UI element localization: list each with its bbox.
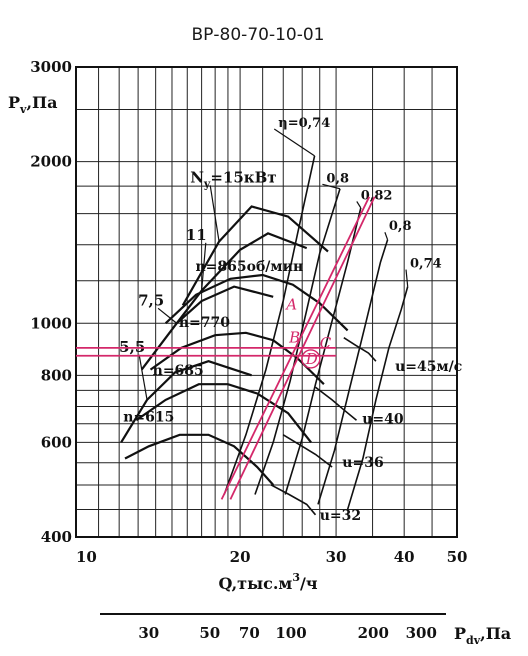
efficiency-label: η=0,74	[278, 116, 330, 131]
point-label-a: A	[284, 296, 297, 314]
y-tick-labels: 400 600 800 1000 2000 3000	[30, 58, 72, 546]
efficiency-leader	[322, 183, 341, 190]
rpm-curve-n-865об-мин	[164, 273, 349, 332]
secondary-tick-label: 30	[138, 624, 159, 642]
secondary-axis-label-sub: dv	[466, 634, 481, 647]
y-axis-label-main: P	[8, 93, 20, 112]
point-label-b: B	[288, 329, 300, 347]
power-curve-5-5	[120, 360, 252, 443]
speed-label: u=32	[320, 508, 361, 524]
secondary-tick-label: 200	[358, 624, 389, 642]
power-curve-11	[175, 232, 308, 324]
efficiency-line-0-82	[284, 207, 362, 495]
speed-line-u-36	[282, 434, 333, 468]
x-tick-label: 10	[76, 548, 97, 566]
efficiency-label: 0,8	[326, 171, 349, 186]
power-leader	[157, 307, 178, 324]
secondary-tick-label: 100	[275, 624, 306, 642]
y-tick-label: 3000	[30, 58, 72, 76]
point-d-circle	[301, 349, 321, 369]
secondary-tick-labels: 30 50 70 100 200 300	[138, 624, 437, 642]
efficiency-line-0-74	[223, 155, 316, 495]
efficiency-leader	[384, 232, 389, 241]
rpm-label: n=615	[123, 409, 174, 425]
x-tick-label: 30	[326, 548, 347, 566]
rpm-curve-n-615	[124, 433, 275, 486]
rpm-label: n=770	[179, 315, 230, 331]
speed-line-u-40	[315, 386, 358, 421]
secondary-tick-label: 300	[406, 624, 437, 642]
rpm-label: n=685	[153, 363, 204, 379]
x-tick-label: 50	[447, 548, 468, 566]
y-axis-label-sub: v	[19, 103, 27, 116]
secondary-axis-label-unit: ,Па	[480, 624, 511, 643]
secondary-tick-label: 70	[239, 624, 260, 642]
y-tick-label: 400	[41, 528, 72, 546]
efficiency-line-0-74	[346, 286, 409, 510]
efficiency-leader	[356, 201, 362, 209]
secondary-axis-label-main: P	[454, 624, 466, 643]
y-tick-label: 800	[41, 366, 72, 384]
power-label: 7,5	[138, 291, 164, 309]
chart-title: ВР-80-70-10-01	[192, 25, 325, 45]
x-tick-label: 20	[230, 548, 251, 566]
efficiency-line-0-8	[317, 239, 389, 505]
y-tick-label: 2000	[30, 153, 72, 171]
speed-label: u=36	[342, 455, 383, 471]
efficiency-label: 0,82	[361, 188, 393, 203]
x-tick-labels: 10 20 30 40 50	[76, 548, 467, 566]
speed-line-u-32	[270, 484, 317, 516]
power-curve-7-5	[140, 285, 274, 371]
power-leader	[201, 242, 207, 291]
svg-text:Pdv,Па: Pdv,Па	[454, 624, 511, 647]
efficiency-leader	[273, 128, 315, 157]
efficiency-label: 0,8	[389, 219, 412, 234]
power-leader	[138, 354, 148, 400]
power-label: 5,5	[119, 338, 145, 356]
power-label-prefix: N	[190, 168, 204, 186]
rpm-curve-n-685	[135, 383, 312, 444]
point-label-c: C	[320, 334, 332, 352]
power-label-value: =15кВт	[210, 168, 276, 186]
speed-line-u-45м-с	[343, 337, 377, 362]
efficiency-label: 0,74	[410, 257, 442, 272]
x-axis-label-main: Q,тыс.м	[218, 574, 292, 593]
svg-text:Pv,Па: Pv,Па	[8, 93, 57, 116]
x-axis-label-sup: 3	[292, 571, 300, 584]
secondary-tick-label: 50	[199, 624, 220, 642]
speed-label: u=45м/с	[395, 359, 462, 375]
y-tick-label: 600	[41, 433, 72, 451]
x-axis-label-unit: /ч	[300, 574, 318, 593]
plot-frame	[75, 66, 458, 538]
operating-point-annotations: AB CD	[76, 196, 376, 500]
y-axis-label-unit: ,Па	[26, 93, 57, 112]
efficiency-leader	[405, 269, 409, 287]
y-axis-label: Pv,Па	[8, 93, 57, 116]
speed-label: u=40	[362, 412, 404, 428]
power-label: 11	[186, 226, 207, 244]
x-axis-label: Q,тыс.м3/ч	[218, 571, 317, 593]
grid	[76, 67, 457, 537]
secondary-axis-label: Pdv,Па	[454, 624, 511, 647]
y-tick-label: 1000	[30, 314, 72, 332]
speed-lines: u=45м/с u=40 u=36 u=32	[270, 337, 462, 524]
x-tick-label: 40	[394, 548, 415, 566]
point-label-d: D	[305, 350, 318, 368]
svg-text:Q,тыс.м3/ч: Q,тыс.м3/ч	[218, 571, 317, 593]
power-curves: Ny=15кВт 11 7,5 5,5	[119, 168, 329, 443]
rpm-label: n=865об/мин	[196, 259, 304, 275]
power-curve-15квт	[181, 205, 329, 306]
power-label: Ny=15кВт	[190, 168, 276, 190]
power-leader	[209, 185, 220, 242]
power-label-sub: y	[203, 177, 211, 190]
